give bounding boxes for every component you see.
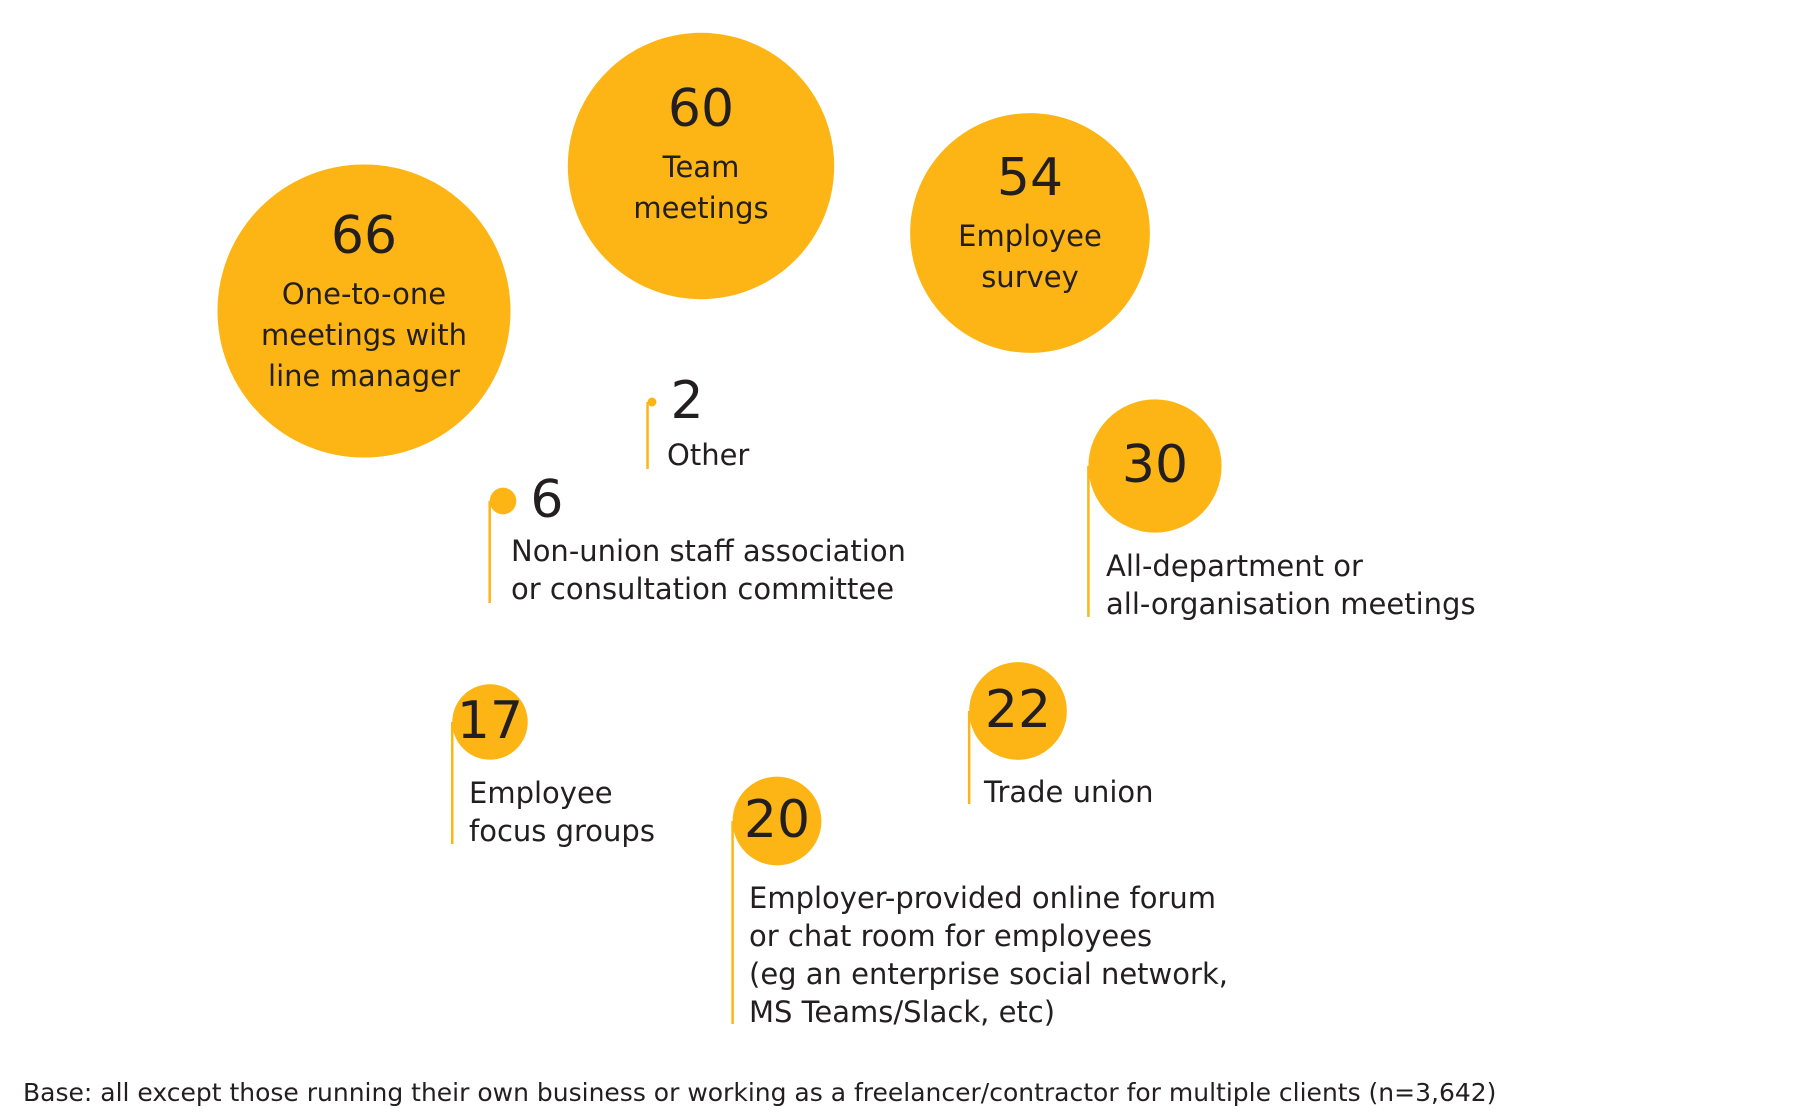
bubble — [217, 164, 511, 458]
value-label: 20 — [744, 790, 810, 850]
value-label: 60 — [668, 79, 734, 139]
category-label: focus groups — [469, 814, 655, 848]
category-label: meetings with — [261, 318, 467, 352]
category-label: all-organisation meetings — [1106, 587, 1476, 621]
category-label: or consultation committee — [511, 572, 894, 606]
category-label: All-department or — [1106, 549, 1363, 583]
bubble — [732, 776, 822, 866]
bubble — [489, 487, 517, 515]
bubble — [452, 684, 528, 760]
category-label: Employer-provided online forum — [749, 881, 1216, 915]
category-label: (eg an enterprise social network, — [749, 957, 1228, 991]
category-label: Trade union — [983, 775, 1154, 809]
category-label: Employee — [469, 776, 613, 810]
value-label: 22 — [985, 680, 1051, 740]
category-label: One-to-one — [282, 277, 446, 311]
category-label: meetings — [633, 191, 768, 225]
value-label: 54 — [997, 148, 1063, 208]
value-label: 30 — [1122, 435, 1188, 495]
bubble — [910, 113, 1150, 353]
value-label: 2 — [670, 371, 703, 431]
category-label: Non-union staff association — [511, 534, 906, 568]
bubble — [969, 662, 1067, 760]
bubble — [1088, 399, 1222, 533]
category-label: line manager — [268, 359, 460, 393]
bubble — [647, 397, 657, 407]
value-label: 66 — [331, 206, 397, 266]
footnote: Base: all except those running their own… — [23, 1078, 1496, 1107]
category-label: MS Teams/Slack, etc) — [749, 995, 1055, 1029]
category-label: Employee — [958, 219, 1102, 253]
category-label: Team — [662, 150, 740, 184]
category-label: Other — [667, 438, 749, 472]
value-label: 17 — [457, 691, 523, 751]
category-label: survey — [981, 260, 1079, 294]
category-label: or chat room for employees — [749, 919, 1152, 953]
bubble — [567, 32, 835, 300]
value-label: 6 — [530, 470, 563, 530]
